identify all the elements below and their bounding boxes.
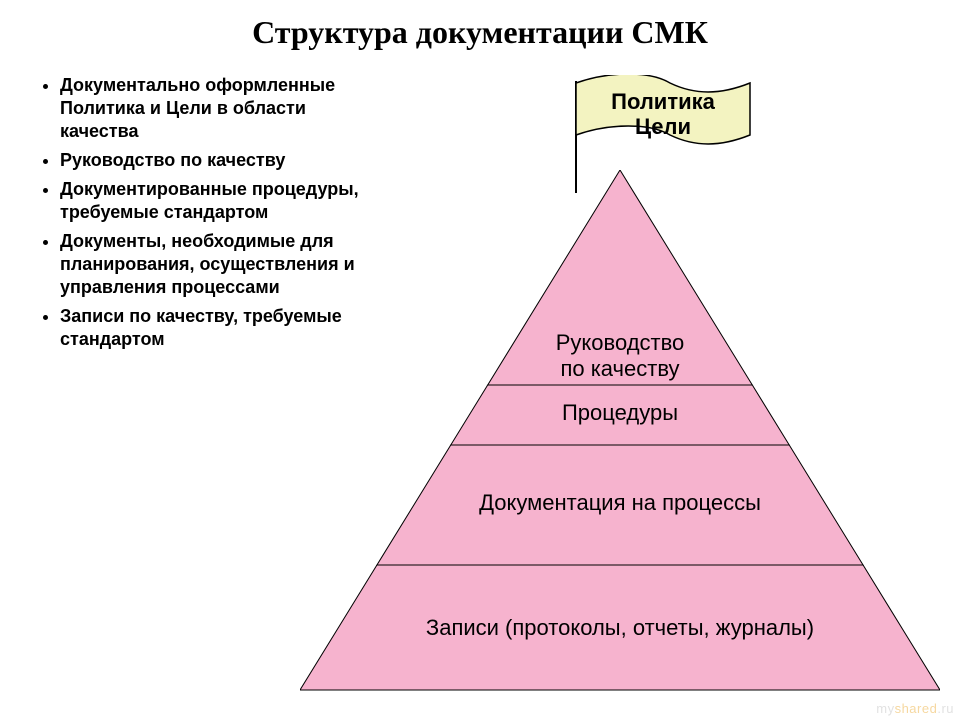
page-title: Структура документации СМК — [0, 14, 960, 51]
watermark-accent: shared — [895, 701, 938, 716]
flag-label-line2: Цели — [635, 114, 691, 139]
bullet-item: Документально оформленные Политика и Цел… — [60, 74, 370, 143]
pyramid-layer-label-0: Руководствопо качеству — [520, 330, 720, 383]
pyramid-layer-label-2: Документация на процессы — [420, 490, 820, 516]
bullet-item: Руководство по качеству — [60, 149, 370, 172]
watermark: myshared.ru — [876, 701, 954, 716]
watermark-post: .ru — [937, 701, 954, 716]
watermark-pre: my — [876, 701, 894, 716]
flag-label: Политика Цели — [588, 89, 738, 140]
flag-label-line1: Политика — [611, 89, 715, 114]
pyramid: Руководствопо качеству Процедуры Документа… — [300, 170, 940, 710]
pyramid-layers — [300, 170, 940, 690]
flag: Политика Цели — [560, 75, 760, 185]
pyramid-layer-label-3: Записи (протоколы, отчеты, журналы) — [360, 615, 880, 641]
pyramid-layer-label-1: Процедуры — [490, 400, 750, 426]
